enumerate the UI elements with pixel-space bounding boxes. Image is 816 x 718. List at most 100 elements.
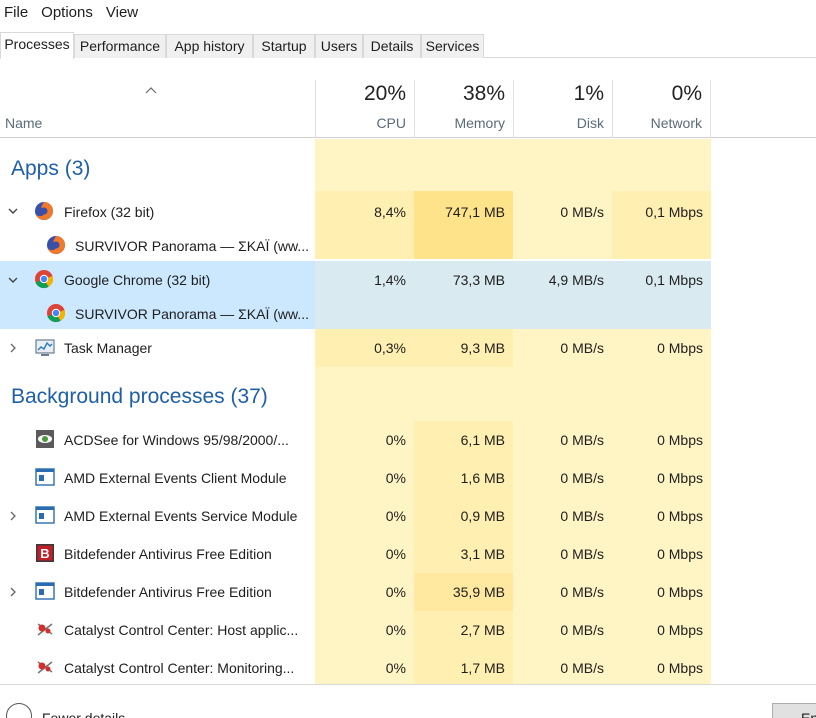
group-title-apps: Apps (3) <box>11 157 91 180</box>
menu-view[interactable]: View <box>105 4 139 21</box>
memory-value: 35,9 MB <box>452 584 505 600</box>
header-cpu-label: CPU <box>376 115 406 131</box>
disk-value: 0 MB/s <box>560 546 604 562</box>
memory-value: 73,3 MB <box>452 272 505 288</box>
chrome-icon <box>47 304 66 323</box>
end-task-button[interactable]: End task <box>772 703 816 718</box>
disk-value: 0 MB/s <box>560 622 604 638</box>
service-window-icon <box>35 582 55 600</box>
tab-users[interactable]: Users <box>315 34 363 58</box>
process-row-chrome[interactable]: Google Chrome (32 bit) SURVIVOR Panorama… <box>0 261 816 329</box>
group-header-background[interactable]: Background processes (37) <box>0 367 816 421</box>
memory-value: 1,6 MB <box>460 470 505 486</box>
chevron-down-icon[interactable] <box>7 205 19 217</box>
service-window-icon <box>35 506 55 524</box>
cpu-value: 0% <box>385 584 406 600</box>
process-name: Task Manager <box>64 340 152 356</box>
disk-value: 0 MB/s <box>560 584 604 600</box>
network-value: 0,1 Mbps <box>645 204 703 220</box>
cpu-value: 0% <box>385 470 406 486</box>
network-value: 0 Mbps <box>657 584 703 600</box>
menu-options[interactable]: Options <box>41 4 93 21</box>
process-row-catalyst-monitoring[interactable]: Catalyst Control Center: Monitoring... 0… <box>0 649 816 684</box>
network-value: 0 Mbps <box>657 432 703 448</box>
header-cpu-pct: 20% <box>363 82 406 105</box>
firefox-icon <box>35 202 53 220</box>
disk-value: 0 MB/s <box>560 660 604 676</box>
memory-value: 1,7 MB <box>460 660 505 676</box>
tab-app-history[interactable]: App history <box>166 34 253 58</box>
cpu-value: 0% <box>385 660 406 676</box>
header-network[interactable]: 0% Network <box>612 80 711 138</box>
process-row-amd-service[interactable]: AMD External Events Service Module 0% 0,… <box>0 497 816 535</box>
disk-value: 0 MB/s <box>560 432 604 448</box>
menu-bar: File Options View <box>0 0 816 26</box>
header-name[interactable]: Name <box>5 115 43 131</box>
cpu-value: 0,3% <box>374 340 406 356</box>
tab-details[interactable]: Details <box>363 34 421 58</box>
header-memory-pct: 38% <box>462 82 505 105</box>
memory-value: 9,3 MB <box>460 340 505 356</box>
disk-value: 0 MB/s <box>560 508 604 524</box>
process-name: Catalyst Control Center: Host applic... <box>64 622 299 638</box>
process-name: Bitdefender Antivirus Free Edition <box>64 546 272 562</box>
network-value: 0,1 Mbps <box>645 272 703 288</box>
group-title-background: Background processes (37) <box>11 385 268 408</box>
tab-bar: Processes Performance App history Startu… <box>0 32 816 59</box>
cpu-value: 1,4% <box>374 272 406 288</box>
header-network-label: Network <box>650 115 702 131</box>
process-row-task-manager[interactable]: Task Manager 0,3% 9,3 MB 0 MB/s 0 Mbps <box>0 329 816 367</box>
disk-value: 0 MB/s <box>560 204 604 220</box>
header-cpu[interactable]: 20% CPU <box>315 80 414 138</box>
header-disk[interactable]: 1% Disk <box>513 80 612 138</box>
network-value: 0 Mbps <box>657 660 703 676</box>
tab-performance[interactable]: Performance <box>74 34 166 58</box>
tab-process-name: SURVIVOR Panorama — ΣΚΑΪ (ww... <box>75 306 310 322</box>
tab-process-name: SURVIVOR Panorama — ΣΚΑΪ (ww... <box>75 238 310 254</box>
network-value: 0 Mbps <box>657 470 703 486</box>
process-row-catalyst-host[interactable]: Catalyst Control Center: Host applic... … <box>0 611 816 649</box>
cpu-value: 0% <box>385 546 406 562</box>
header-disk-label: Disk <box>576 115 604 131</box>
process-row-amd-client[interactable]: AMD External Events Client Module 0% 1,6… <box>0 459 816 497</box>
chevron-right-icon[interactable] <box>7 586 19 598</box>
sort-caret-icon[interactable] <box>145 85 157 95</box>
network-value: 0 Mbps <box>657 546 703 562</box>
process-name: AMD External Events Client Module <box>64 470 287 486</box>
cpu-value: 0% <box>385 432 406 448</box>
chevron-right-icon[interactable] <box>7 510 19 522</box>
tab-processes[interactable]: Processes <box>0 32 74 59</box>
acdsee-icon <box>36 430 54 448</box>
process-row-acdsee[interactable]: ACDSee for Windows 95/98/2000/... 0% 6,1… <box>0 421 816 459</box>
fewer-details-link[interactable]: Fewer details <box>42 710 126 718</box>
header-disk-pct: 1% <box>573 82 604 105</box>
tab-services[interactable]: Services <box>421 34 484 58</box>
process-name: Firefox (32 bit) <box>64 204 155 220</box>
process-name: Catalyst Control Center: Monitoring... <box>64 660 295 676</box>
memory-value: 0,9 MB <box>460 508 505 524</box>
menu-file[interactable]: File <box>4 4 29 21</box>
process-name: Google Chrome (32 bit) <box>64 272 211 288</box>
process-row-firefox[interactable]: Firefox (32 bit) SURVIVOR Panorama — ΣΚΑ… <box>0 191 816 259</box>
disk-value: 4,9 MB/s <box>548 272 604 288</box>
network-value: 0 Mbps <box>657 622 703 638</box>
chevron-up-circle-icon[interactable] <box>6 703 32 718</box>
header-memory[interactable]: 38% Memory <box>414 80 513 138</box>
process-row-bitdefender-service[interactable]: Bitdefender Antivirus Free Edition 0% 35… <box>0 573 816 611</box>
chevron-down-icon[interactable] <box>7 274 19 286</box>
header-memory-label: Memory <box>454 115 505 131</box>
group-header-apps[interactable]: Apps (3) <box>0 139 816 191</box>
cpu-value: 0% <box>385 622 406 638</box>
catalyst-icon <box>37 623 53 636</box>
process-row-bitdefender[interactable]: B Bitdefender Antivirus Free Edition 0% … <box>0 535 816 573</box>
network-value: 0 Mbps <box>657 508 703 524</box>
process-name: ACDSee for Windows 95/98/2000/... <box>64 432 289 448</box>
chevron-right-icon[interactable] <box>7 342 19 354</box>
process-list: Apps (3) Firefox (32 bit) SURVIVOR Panor… <box>0 139 816 684</box>
disk-value: 0 MB/s <box>560 470 604 486</box>
memory-value: 2,7 MB <box>460 622 505 638</box>
tab-startup[interactable]: Startup <box>253 34 315 58</box>
footer: Fewer details End task <box>0 684 816 718</box>
disk-value: 0 MB/s <box>560 340 604 356</box>
process-name: Bitdefender Antivirus Free Edition <box>64 584 272 600</box>
